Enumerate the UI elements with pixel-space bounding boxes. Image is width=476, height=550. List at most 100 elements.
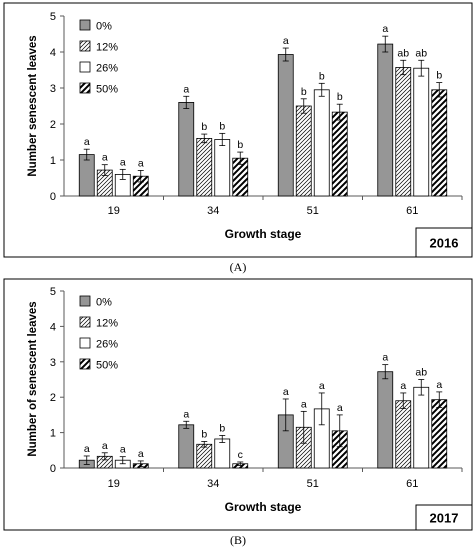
significance-label: b <box>301 86 307 98</box>
x-tick-label: 51 <box>307 478 319 490</box>
bar-12pct-34 <box>196 443 213 469</box>
year-box <box>415 227 473 258</box>
y-tick-label: 4 <box>50 321 56 333</box>
bar-12pct-61 <box>395 400 412 469</box>
bar-12pct-51 <box>295 105 312 197</box>
significance-label: a <box>436 379 442 391</box>
significance-label: ab <box>415 367 427 379</box>
y-tick-label: 5 <box>50 11 56 23</box>
significance-label: b <box>201 121 207 133</box>
bar-12pct-61 <box>395 67 412 197</box>
significance-label: a <box>301 398 307 410</box>
year-label: 2016 <box>430 236 459 251</box>
significance-label: b <box>219 120 225 132</box>
significance-label: b <box>201 428 207 440</box>
y-tick-label: 4 <box>50 47 56 59</box>
bar-50pct-51 <box>331 111 348 197</box>
bar-26pct-61 <box>413 386 430 469</box>
legend-label: 12% <box>96 42 118 54</box>
y-tick-label: 5 <box>50 286 56 298</box>
significance-label: a <box>382 352 388 364</box>
panel-border <box>3 278 473 531</box>
significance-label: a <box>283 386 289 398</box>
panel-border <box>3 2 473 258</box>
legend-swatch <box>79 61 91 73</box>
panel-caption: (B) <box>230 533 246 547</box>
panel-caption: (A) <box>230 260 247 274</box>
legend-swatch <box>79 316 91 328</box>
y-axis-label: Number senescent leaves <box>27 35 39 176</box>
x-tick-label: 61 <box>406 205 418 217</box>
significance-label: a <box>102 152 108 164</box>
significance-label: a <box>84 136 90 148</box>
bar-0pct-34 <box>178 424 195 469</box>
x-tick-label: 19 <box>108 478 120 490</box>
significance-label: a <box>138 448 144 460</box>
significance-label: ab <box>397 47 409 59</box>
legend-swatch <box>79 337 91 349</box>
significance-label: a <box>84 443 90 455</box>
y-tick-label: 1 <box>50 428 56 440</box>
legend-label: 0% <box>96 297 112 309</box>
bar-0pct-51 <box>277 54 294 197</box>
year-label: 2017 <box>430 511 459 526</box>
bar-0pct-61 <box>377 43 394 197</box>
significance-label: b <box>337 91 343 103</box>
bar-26pct-34 <box>214 438 231 469</box>
legend-swatch <box>79 82 91 94</box>
bar-26pct-34 <box>214 139 231 197</box>
y-tick-label: 3 <box>50 357 56 369</box>
legend-label: 0% <box>96 21 112 33</box>
significance-label: ab <box>415 47 427 59</box>
x-tick-label: 61 <box>406 478 418 490</box>
bar-0pct-19 <box>78 154 95 197</box>
significance-label: a <box>102 440 108 452</box>
significance-label: a <box>382 23 388 35</box>
legend-label: 50% <box>96 84 118 96</box>
significance-label: c <box>238 449 243 461</box>
significance-label: a <box>138 157 144 169</box>
significance-label: b <box>237 139 243 151</box>
y-tick-label: 0 <box>50 191 56 203</box>
bar-12pct-34 <box>196 137 213 197</box>
significance-label: b <box>219 422 225 434</box>
legend-swatch <box>79 40 91 52</box>
significance-label: a <box>120 156 126 168</box>
legend-label: 12% <box>96 318 118 330</box>
significance-label: a <box>183 408 189 420</box>
x-tick-label: 51 <box>307 205 319 217</box>
legend-swatch <box>79 358 91 370</box>
y-tick-label: 2 <box>50 392 56 404</box>
x-tick-label: 19 <box>108 205 120 217</box>
significance-label: a <box>120 444 126 456</box>
y-tick-label: 1 <box>50 155 56 167</box>
y-tick-label: 3 <box>50 83 56 95</box>
bar-0pct-61 <box>377 371 394 469</box>
significance-label: a <box>283 35 289 47</box>
bar-0pct-34 <box>178 102 195 197</box>
bar-26pct-61 <box>413 67 430 197</box>
significance-label: a <box>337 402 343 414</box>
bar-50pct-61 <box>431 399 448 469</box>
y-tick-label: 0 <box>50 463 56 475</box>
significance-label: b <box>436 70 442 82</box>
year-box <box>415 504 473 531</box>
bar-50pct-61 <box>431 89 448 197</box>
x-axis-label: Growth stage <box>225 500 302 514</box>
significance-label: b <box>319 70 325 82</box>
x-tick-label: 34 <box>207 478 219 490</box>
y-tick-label: 2 <box>50 119 56 131</box>
legend-swatch <box>79 19 91 31</box>
x-axis-label: Growth stage <box>225 227 302 241</box>
x-tick-label: 34 <box>207 205 219 217</box>
significance-label: a <box>183 83 189 95</box>
y-axis-label: Number of senescent leaves <box>27 301 39 456</box>
bar-26pct-51 <box>313 89 330 197</box>
significance-label: a <box>400 380 406 392</box>
legend-label: 26% <box>96 63 118 75</box>
legend-swatch <box>79 295 91 307</box>
legend-label: 26% <box>96 339 118 351</box>
